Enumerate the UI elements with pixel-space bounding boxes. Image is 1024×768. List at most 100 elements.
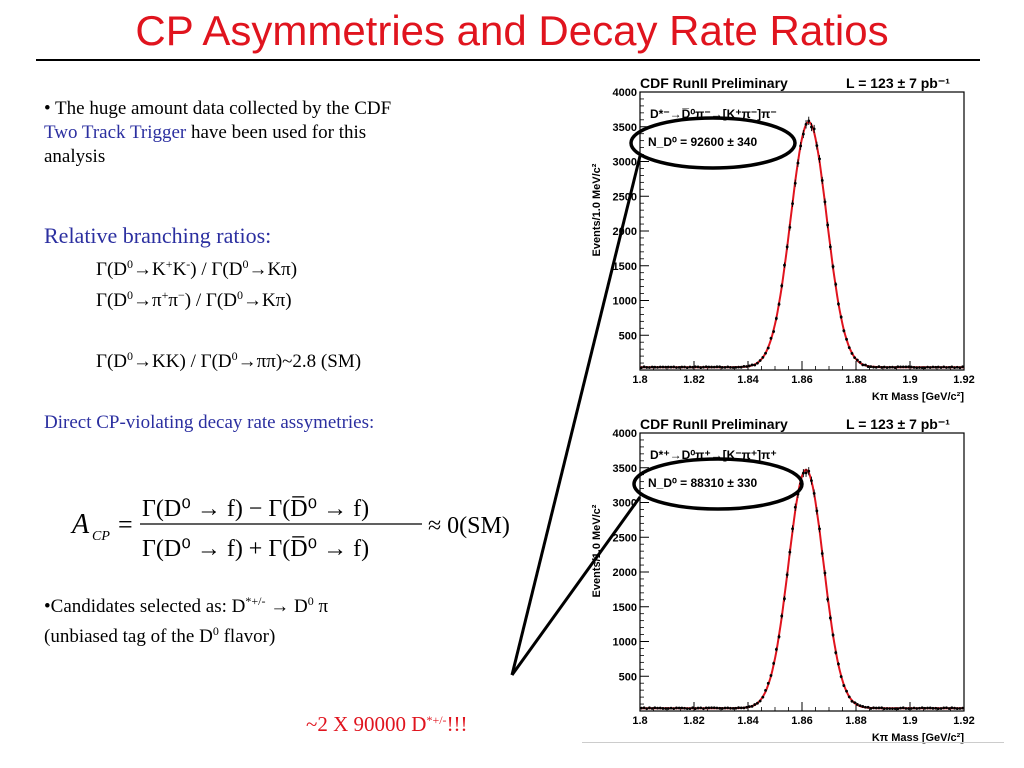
data-point [747,705,751,709]
data-point [810,122,813,132]
data-point [853,356,857,360]
y-tick-label: 1000 [613,296,637,308]
x-tick-label: 1.8 [632,374,647,386]
data-point [874,706,878,710]
y-tick-label: 4000 [613,87,637,99]
data-point [645,366,649,369]
data-point [939,707,943,710]
data-point [764,351,767,355]
ratio-line-3: Γ(D0→KK) / Γ(D0→ππ)~2.8 (SM) [96,349,362,372]
y-tick-label: 2000 [613,567,637,579]
data-point [707,365,711,369]
data-point [826,596,830,603]
data-point [861,363,865,367]
ratio-line-1: Γ(D0→K+K-) / Γ(D0→Kπ) [96,257,298,280]
bullet1-lead: • The huge amount data collected by the … [44,98,392,119]
data-point [666,707,670,710]
data-point [831,263,835,270]
data-point [907,365,911,369]
data-point [936,707,940,711]
data-point [788,224,792,231]
data-point [645,707,649,711]
data-point [820,176,824,185]
data-point [718,365,722,369]
data-point [847,346,851,350]
data-point [899,365,902,369]
x-tick-label: 1.88 [845,715,866,727]
data-point [858,704,862,707]
data-point [639,366,643,370]
y-tick-label: 3500 [613,122,637,134]
data-point [712,706,716,710]
data-point [804,468,808,477]
plot-frame [639,91,965,371]
data-point [785,571,789,578]
data-point [837,662,840,666]
data-point [801,130,805,139]
x-tick-label: 1.86 [791,715,812,727]
data-point [920,706,924,710]
data-point [780,283,784,289]
data-point [718,706,722,710]
data-point [947,707,951,710]
data-point [704,706,708,710]
data-point [945,706,948,710]
y-tick-label: 1000 [613,637,637,649]
data-point [842,684,846,687]
data-point [793,179,797,187]
data-point [729,706,732,710]
formula-numerator: Γ(D⁰ → f) − Γ(D̅⁰ → f) [142,496,369,522]
data-point [683,365,686,369]
bullet-two-track-trigger: • The huge amount data collected by the … [44,97,534,169]
data-point [729,365,732,369]
data-point [785,243,789,250]
data-point [704,365,708,369]
data-point [842,329,846,333]
data-point [896,365,900,369]
data-point [815,507,819,515]
data-point [639,706,643,710]
data-point [710,706,713,710]
data-point [658,706,662,710]
data-point [923,366,927,370]
data-point [799,141,803,150]
data-point [758,699,762,703]
data-point [723,706,727,710]
data-point [912,366,916,369]
data-point [680,706,684,710]
data-point [664,365,668,369]
ratio-line-2: Γ(D0→π+π−) / Γ(D0→Kπ) [96,288,292,311]
data-point [656,706,659,710]
data-point [869,707,873,710]
mass-plot-dstar-plus: CDF RunII Preliminary L = 123 ± 7 pb⁻¹ D*⁺… [591,416,975,744]
data-point [677,365,681,369]
data-point [812,489,816,498]
data-point [928,706,932,710]
data-point [683,706,686,710]
x-tick-label: 1.86 [791,374,812,386]
x-tick-label: 1.82 [683,715,704,727]
data-point [756,361,759,365]
data-point [961,706,965,710]
data-point [828,615,832,621]
data-point [815,141,819,150]
y-tick-label: 2500 [613,191,637,203]
formula-rhs: ≈ 0(SM) [428,513,510,539]
data-point [675,706,678,710]
data-point [688,365,692,369]
data-point [726,365,730,369]
data-point [885,707,889,710]
data-point [958,366,962,370]
data-point [950,365,954,369]
data-point [855,703,859,706]
data-point [734,706,738,710]
data-point [845,337,848,341]
data-point [877,706,881,710]
data-point [891,707,894,710]
data-point [737,365,740,369]
data-point [953,706,956,710]
data-point [788,548,792,556]
plot-title: CDF RunII Preliminary [640,75,788,91]
data-point [774,647,778,652]
data-point [680,365,684,369]
